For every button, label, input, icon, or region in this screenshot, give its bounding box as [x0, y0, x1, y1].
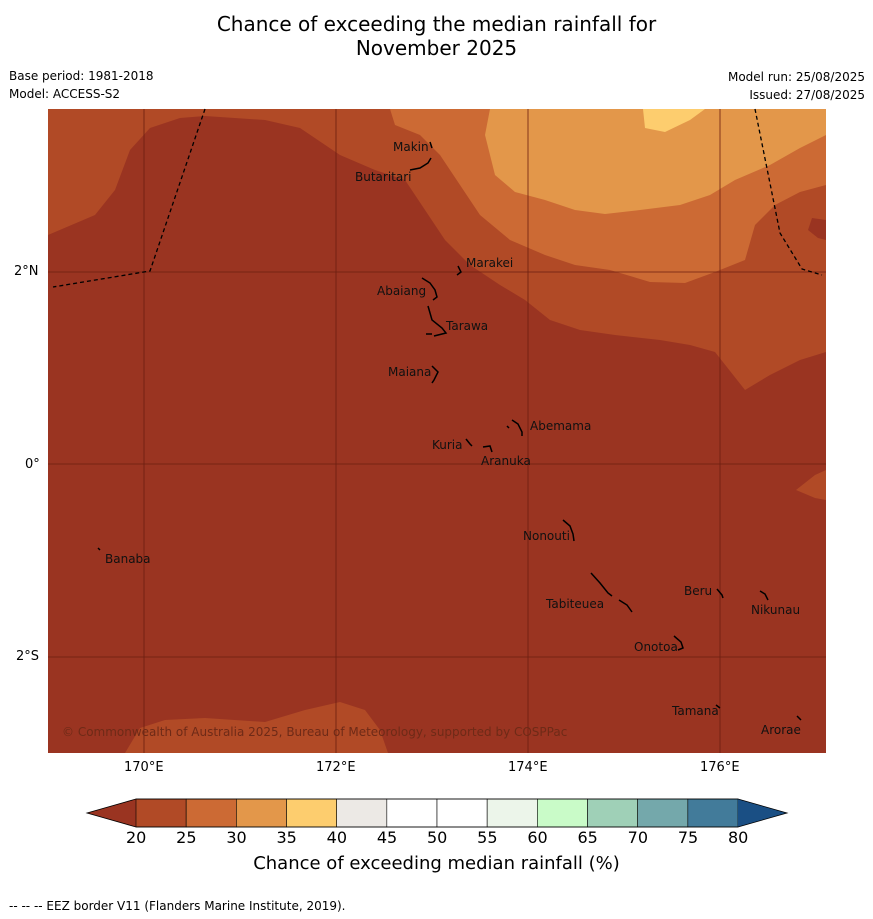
colorbar-cell-45-50 [386, 798, 438, 828]
base-period: Base period: 1981-2018 [9, 69, 154, 83]
colorbar-cell-65-70 [587, 798, 638, 828]
label-tamana: Tamana [671, 704, 719, 718]
label-abaiang: Abaiang [377, 284, 426, 298]
island-shape-onotoa [673, 635, 684, 651]
colorbar-cell-50-55 [436, 798, 488, 828]
label-nonouti: Nonouti [523, 529, 570, 543]
colorbar-cell-75-80 [687, 798, 739, 828]
island-shape-beru [716, 588, 724, 599]
colorbar-extend-low [87, 799, 136, 827]
island-shape-banaba [97, 547, 101, 551]
meta-left: Base period: 1981-2018 Model: ACCESS-S2 [9, 67, 154, 103]
lon-label-174: 174°E [508, 760, 548, 775]
model-name: Model: ACCESS-S2 [9, 87, 121, 101]
colorbar-outline [85, 798, 789, 828]
colorbar-tick-45: 45 [376, 828, 398, 847]
label-kuria: Kuria [432, 438, 463, 452]
colorbar-tick-30: 30 [226, 828, 247, 847]
label-maiana: Maiana [388, 365, 431, 379]
colorbar-tick-60: 60 [527, 828, 548, 847]
lon-label-170: 170°E [124, 760, 164, 775]
lon-label-176: 176°E [700, 760, 740, 775]
colorbar-cell-60-65 [537, 798, 588, 828]
label-makin: Makin [393, 140, 429, 154]
island-labels: Makin Butaritari Marakei Abaiang Tarawa … [105, 140, 801, 737]
copyright-notice: © Commonwealth of Australia 2025, Bureau… [62, 725, 567, 739]
meta-right: Model run: 25/08/2025 Issued: 27/08/2025 [728, 68, 865, 104]
label-beru: Beru [684, 584, 712, 598]
colorbar-cell-35-40 [286, 798, 337, 828]
colorbar-cell-40-45 [336, 798, 388, 828]
field-20-25-east [808, 218, 826, 240]
map-title: Chance of exceeding the median rainfall … [0, 12, 873, 60]
island-shape-kuria [465, 438, 473, 447]
island-shape-nikunau [759, 590, 769, 601]
colorbar-tick-65: 65 [577, 828, 598, 847]
colorbar-tick-40: 40 [326, 828, 348, 847]
island-shapes [97, 141, 802, 721]
colorbar-tick-20: 20 [126, 828, 147, 847]
label-banaba: Banaba [105, 552, 151, 566]
colorbar-tick-50: 50 [427, 828, 448, 847]
island-shape-maiana [431, 365, 439, 384]
label-arorae: Arorae [761, 723, 801, 737]
island-shape-nonouti [562, 519, 575, 542]
lat-label-2s: 2°S [16, 649, 40, 664]
label-nikunau: Nikunau [751, 603, 800, 617]
field-25-30-east [796, 470, 826, 500]
colorbar-cell-70-75 [637, 798, 689, 828]
title-line-1: Chance of exceeding the median rainfall … [216, 12, 657, 36]
lat-label-2n: 2°N [14, 264, 39, 279]
lon-label-172: 172°E [316, 760, 356, 775]
colorbar-tick-35: 35 [276, 828, 297, 847]
island-shape-abemama [506, 419, 523, 436]
colorbar-cell-20-25 [135, 798, 187, 828]
island-shape-abaiang [421, 277, 438, 301]
label-tabiteuea: Tabiteuea [545, 597, 604, 611]
eez-borders [52, 108, 823, 288]
colorbar-extend-high [738, 799, 787, 827]
colorbar-cell-55-60 [486, 798, 538, 828]
colorbar-tick-55: 55 [477, 828, 498, 847]
label-tarawa: Tarawa [445, 319, 488, 333]
label-marakei: Marakei [466, 256, 513, 270]
eez-border-west [52, 108, 206, 288]
label-onotoa: Onotoa [634, 640, 678, 654]
island-shape-tabiteuea [590, 572, 633, 613]
colorbar-tick-75: 75 [677, 828, 699, 847]
colorbar [85, 798, 789, 828]
footer-note: -- -- -- EEZ border V11 (Flanders Marine… [9, 899, 346, 913]
colorbar-tick-80: 80 [728, 828, 749, 847]
label-aranuka: Aranuka [481, 454, 531, 468]
issued-date: Issued: 27/08/2025 [749, 88, 865, 102]
island-shape-butaritari [409, 157, 432, 171]
colorbar-label: Chance of exceeding median rainfall (%) [253, 853, 620, 874]
island-shape-tamana [715, 704, 721, 709]
island-shape-marakei [456, 265, 462, 276]
colorbar-cell-25-30 [185, 798, 237, 828]
label-abemama: Abemama [530, 419, 591, 433]
lat-label-0: 0° [25, 457, 40, 472]
label-butaritari: Butaritari [355, 170, 412, 184]
island-shape-makin [429, 141, 433, 149]
colorbar-tick-70: 70 [627, 828, 649, 847]
field-25-30-south [125, 702, 388, 753]
map-fields [48, 109, 826, 753]
title-line-2: November 2025 [355, 36, 518, 60]
eez-border-east [754, 108, 823, 276]
model-run: Model run: 25/08/2025 [727, 70, 865, 84]
field-40-45 [643, 109, 705, 132]
island-shape-aranuka [482, 445, 493, 453]
island-shape-tarawa [426, 305, 448, 337]
colorbar-tick-25: 25 [176, 828, 197, 847]
island-shape-arorae [796, 715, 802, 721]
field-35-40 [485, 109, 826, 214]
colorbar-cell-30-35 [236, 798, 287, 828]
graticule [48, 109, 826, 753]
